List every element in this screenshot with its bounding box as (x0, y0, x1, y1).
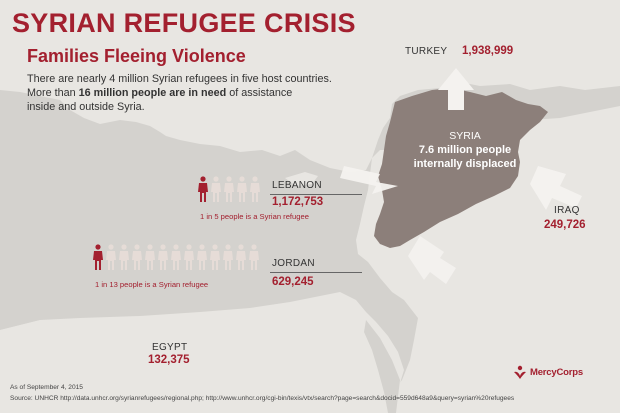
egypt-name: EGYPT (152, 342, 188, 353)
egypt-landmass (0, 292, 404, 413)
egypt-value: 132,375 (148, 354, 190, 366)
intro-text: There are nearly 4 million Syrian refuge… (27, 72, 347, 114)
syria-line-2: internally displaced (413, 158, 517, 170)
host-person-icon (158, 244, 168, 270)
jordan-divider (270, 272, 362, 273)
jordan-name: JORDAN (272, 258, 315, 269)
arrow-to-iraq (530, 166, 582, 210)
arrow-to-lebanon (340, 166, 398, 194)
host-person-icon (237, 176, 247, 202)
host-person-icon (197, 244, 207, 270)
iraq-value: 249,726 (544, 219, 586, 231)
iraq-name: IRAQ (554, 205, 580, 216)
mercycorps-mark-icon (514, 365, 526, 379)
turkey-name: TURKEY (405, 46, 448, 57)
lebanon-people-icons (197, 176, 261, 202)
host-person-icon (250, 176, 260, 202)
refugee-person-icon (198, 176, 208, 202)
turkey-value: 1,938,999 (462, 45, 514, 57)
page-subtitle: Families Fleeing Violence (27, 46, 246, 66)
host-person-icon (119, 244, 129, 270)
host-person-icon (145, 244, 155, 270)
syria-shape (374, 88, 548, 248)
footer-source: Source: UNHCR http://data.unhcr.org/syri… (10, 395, 515, 402)
red-sea (364, 320, 400, 413)
host-person-icon (224, 176, 234, 202)
jordan-ratio: 1 in 13 people is a Syrian refugee (95, 280, 209, 289)
page-title: SYRIAN REFUGEE CRISIS (12, 8, 356, 38)
footer-date: As of September 4, 2015 (10, 384, 83, 391)
mercycorps-logo: MercyCorps (512, 364, 583, 380)
intro-line-2-post: of assistance (226, 87, 293, 99)
host-person-icon (236, 244, 246, 270)
host-person-icon (223, 244, 233, 270)
jordan-value: 629,245 (272, 276, 314, 288)
host-person-icon (184, 244, 194, 270)
lebanon-divider (270, 194, 362, 195)
host-person-icon (171, 244, 181, 270)
host-person-icon (210, 244, 220, 270)
host-person-icon (132, 244, 142, 270)
syria-name: SYRIA (449, 130, 481, 142)
lebanon-value: 1,172,753 (272, 196, 324, 208)
cyprus (285, 172, 318, 186)
mercycorps-text: MercyCorps (530, 366, 583, 378)
intro-line-1: There are nearly 4 million Syrian refuge… (27, 73, 332, 85)
lebanon-ratio: 1 in 5 people is a Syrian refugee (200, 212, 309, 221)
jordan-people-icons (92, 244, 260, 270)
intro-line-3: inside and outside Syria. (27, 101, 145, 113)
intro-line-2-bold: 16 million people are in need (78, 87, 227, 99)
syria-label: SYRIA 7.6 million people internally disp… (410, 129, 520, 171)
turkey-landmass (0, 0, 620, 172)
syria-line-1: 7.6 million people (418, 144, 512, 156)
lebanon-name: LEBANON (272, 180, 322, 191)
host-person-icon (249, 244, 259, 270)
refugee-person-icon (93, 244, 103, 270)
intro-line-2-pre: More than (27, 87, 79, 99)
host-person-icon (211, 176, 221, 202)
arrow-to-jordan (408, 236, 456, 284)
arrow-to-turkey (438, 68, 474, 110)
host-person-icon (106, 244, 116, 270)
